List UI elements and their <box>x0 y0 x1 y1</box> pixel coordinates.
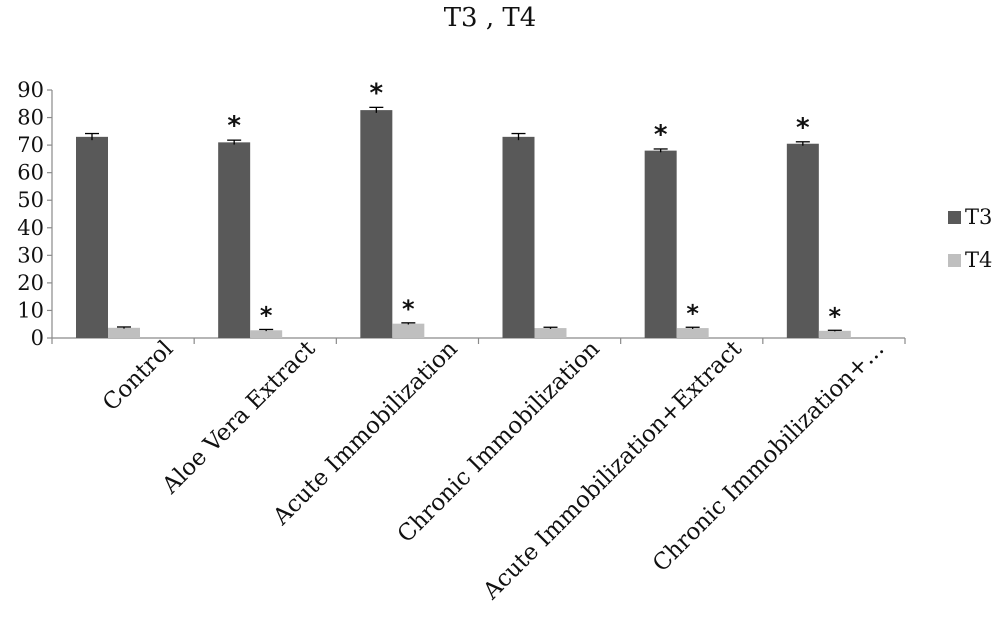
error-bar <box>259 328 274 332</box>
error-bars-group <box>85 106 842 332</box>
error-bar <box>543 326 558 329</box>
y-tick-label: 20 <box>17 271 44 295</box>
y-tick-label: 0 <box>31 326 44 350</box>
y-tick-label: 50 <box>17 188 44 212</box>
significance-marks-group: * * * * * * * * <box>227 78 841 330</box>
significance-mark: * <box>260 301 273 329</box>
chart-title: T3 , T4 <box>444 3 537 33</box>
x-category-label: Acute Immobilization+Extract <box>478 335 748 605</box>
significance-mark: * <box>796 113 810 143</box>
bar-t3 <box>76 136 108 338</box>
significance-mark: * <box>370 78 384 108</box>
y-axis-ticks: 0 10 20 30 40 50 60 70 80 90 <box>17 78 52 350</box>
bar-t4 <box>392 323 425 338</box>
y-tick-label: 70 <box>17 133 44 157</box>
error-bar <box>369 106 384 113</box>
y-tick-label: 60 <box>17 161 44 185</box>
bar-t3 <box>218 142 251 338</box>
significance-mark: * <box>227 111 241 141</box>
bars-group <box>76 110 851 338</box>
bar-t4 <box>108 327 140 338</box>
bar-t3 <box>502 136 535 338</box>
error-bar <box>85 132 99 141</box>
error-bar <box>117 326 131 329</box>
significance-mark: * <box>829 302 842 330</box>
error-bar <box>653 148 668 153</box>
legend-label-t3: T3 <box>965 205 992 229</box>
error-bar <box>227 139 242 145</box>
y-tick-label: 30 <box>17 243 44 267</box>
x-category-label: Aloe Vera Extract <box>157 335 321 499</box>
legend-label-t4: T4 <box>965 248 992 272</box>
legend: T3 T4 <box>948 205 992 272</box>
x-axis-ticks <box>51 338 906 344</box>
y-tick-label: 90 <box>17 78 44 102</box>
bar-t4 <box>818 330 851 338</box>
legend-swatch-t3 <box>948 211 961 224</box>
bar-t3 <box>360 110 393 338</box>
error-bar <box>795 141 810 146</box>
y-tick-label: 40 <box>17 216 44 240</box>
significance-mark: * <box>686 299 699 327</box>
y-tick-label: 10 <box>17 298 44 322</box>
bar-t4 <box>676 328 709 338</box>
error-bar <box>685 326 700 329</box>
bar-t3 <box>786 143 819 338</box>
bar-t4 <box>250 330 283 338</box>
significance-mark: * <box>402 295 415 323</box>
x-category-label: Chronic Immobilization+... <box>648 336 889 577</box>
error-bar <box>511 132 526 141</box>
bar-t3 <box>644 150 677 338</box>
bar-t4 <box>534 328 567 338</box>
legend-swatch-t4 <box>948 254 961 267</box>
error-bar <box>827 329 842 332</box>
significance-mark: * <box>654 120 668 150</box>
error-bar <box>401 322 416 325</box>
x-category-label: Control <box>98 336 178 416</box>
y-tick-label: 80 <box>17 106 44 130</box>
